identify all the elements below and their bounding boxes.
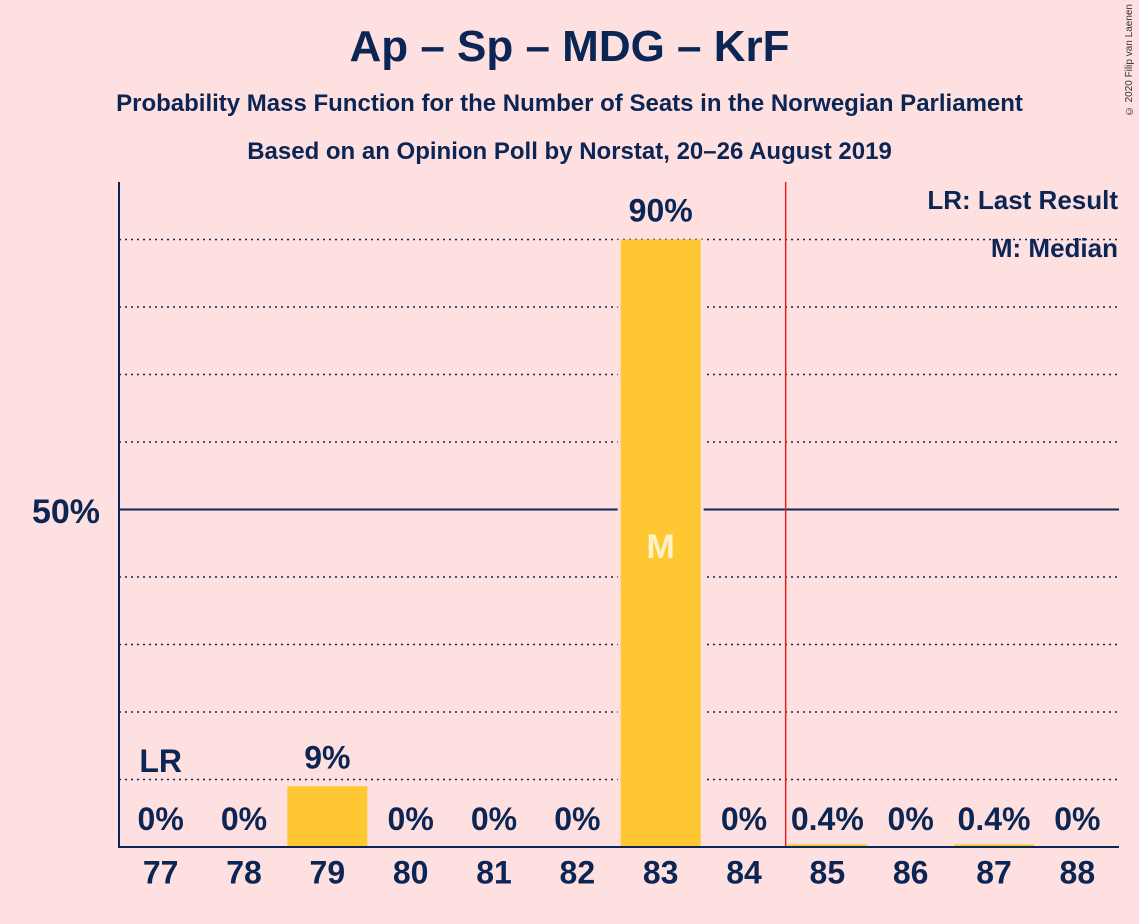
x-tick-88: 88 <box>1060 854 1096 890</box>
x-tick-80: 80 <box>393 854 429 890</box>
legend-median: M: Median <box>991 233 1118 263</box>
x-tick-81: 81 <box>476 854 512 890</box>
data-label-84: 0% <box>721 801 767 837</box>
x-tick-82: 82 <box>560 854 596 890</box>
data-label-82: 0% <box>554 801 600 837</box>
y-tick-label-50: 50% <box>32 493 100 531</box>
last-result-marker: LR <box>139 743 182 779</box>
bar-seat-79 <box>287 786 368 847</box>
x-tick-85: 85 <box>810 854 846 890</box>
data-label-77: 0% <box>138 801 184 837</box>
axes <box>118 182 1119 848</box>
chart-title: Ap – Sp – MDG – KrF <box>349 22 790 71</box>
bars <box>284 239 1037 847</box>
x-tick-84: 84 <box>726 854 762 890</box>
chart-subtitle: Probability Mass Function for the Number… <box>116 90 1023 117</box>
data-label-83: 90% <box>629 193 693 229</box>
data-label-80: 0% <box>388 801 434 837</box>
data-label-87: 0.4% <box>958 801 1031 837</box>
x-tick-87: 87 <box>976 854 1012 890</box>
chart-subtitle-poll: Based on an Opinion Poll by Norstat, 20–… <box>247 138 892 165</box>
median-marker: M <box>647 528 675 566</box>
legend-last-result: LR: Last Result <box>927 185 1118 215</box>
data-label-88: 0% <box>1054 801 1100 837</box>
x-tick-77: 77 <box>143 854 179 890</box>
data-label-79: 9% <box>304 739 350 775</box>
x-tick-labels: 77 78 79 80 81 82 83 84 85 86 87 88 <box>143 854 1095 890</box>
data-label-85: 0.4% <box>791 801 864 837</box>
data-label-78: 0% <box>221 801 267 837</box>
x-tick-83: 83 <box>643 854 679 890</box>
data-label-81: 0% <box>471 801 517 837</box>
data-labels: 0% LR 0% 9% 0% 0% 0% 90% M 0% 0.4% 0% 0.4% 0% <box>138 193 1101 838</box>
x-tick-78: 78 <box>226 854 262 890</box>
bar-seat-83 <box>620 239 701 847</box>
bar-seat-87 <box>954 844 1034 847</box>
x-tick-86: 86 <box>893 854 929 890</box>
data-label-86: 0% <box>888 801 934 837</box>
x-tick-79: 79 <box>310 854 346 890</box>
bar-seat-85 <box>787 844 868 847</box>
